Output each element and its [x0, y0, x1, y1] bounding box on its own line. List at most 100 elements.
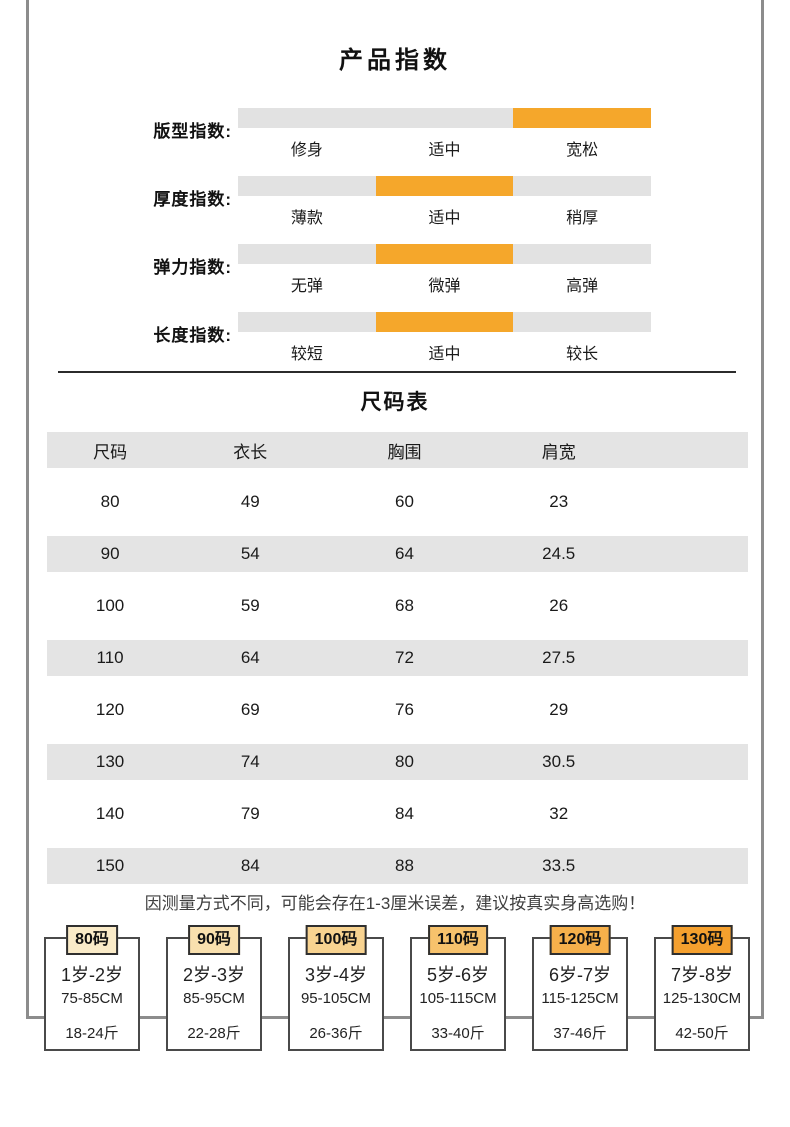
index-options: 修身 适中 宽松 [238, 136, 651, 160]
table-cell: 26 [549, 596, 569, 615]
page-title: 产品指数 [339, 47, 451, 74]
height-range: 125-130CM [662, 990, 742, 1007]
size-tag: 90码 [188, 925, 240, 955]
table-cell: 120 [95, 700, 125, 719]
table-cell: 32 [549, 804, 569, 823]
index-option: 修身 [290, 142, 323, 159]
column-header: 胸围 [387, 442, 422, 462]
index-option: 高弹 [566, 278, 599, 295]
index-options: 薄款 适中 稍厚 [238, 204, 651, 228]
table-cell: 33.5 [542, 856, 576, 875]
age-range: 2岁-3岁 [182, 965, 245, 985]
index-option: 适中 [428, 142, 461, 159]
table-cell: 59 [240, 596, 260, 615]
size-recommendation-cards: 80码 1岁-2岁 75-85CM 18-24斤 90码 2岁-3岁 85-95… [44, 925, 750, 1051]
table-cell: 69 [240, 700, 260, 719]
index-option: 微弹 [428, 278, 461, 295]
table-cell: 110 [96, 648, 124, 667]
age-range: 6岁-7岁 [548, 965, 611, 985]
bar-segment [238, 176, 376, 196]
table-cell: 72 [395, 648, 414, 667]
size-tag: 100码 [305, 925, 367, 955]
table-cell: 88 [395, 856, 414, 875]
table-cell: 60 [395, 492, 414, 511]
age-range: 3岁-4岁 [304, 965, 367, 985]
size-tag: 110码 [428, 925, 488, 955]
index-options: 无弹 微弹 高弹 [238, 272, 651, 296]
size-card-80: 80码 1岁-2岁 75-85CM 18-24斤 [44, 925, 140, 1051]
table-cell: 54 [240, 544, 260, 563]
bar-segment [513, 176, 651, 196]
index-label: 长度指数: [153, 326, 232, 345]
section-divider [58, 371, 736, 373]
table-row: 110 64 72 27.5 [47, 632, 748, 684]
frame-left-line [26, 0, 29, 1019]
index-bar [238, 108, 652, 128]
table-cell: 140 [95, 804, 125, 823]
table-row: 100 59 68 26 [47, 580, 748, 632]
index-option: 宽松 [566, 142, 599, 159]
size-card-130: 130码 7岁-8岁 125-130CM 42-50斤 [654, 925, 750, 1051]
index-row-stretch: 弹力指数: 无弹 微弹 高弹 [0, 244, 790, 312]
index-option: 稍厚 [566, 210, 599, 227]
size-card-110: 110码 5岁-6岁 105-115CM 33-40斤 [410, 925, 506, 1051]
table-row: 80 49 60 23 [47, 476, 748, 528]
frame-bottom-line [26, 1016, 764, 1019]
bar-segment [375, 176, 514, 196]
size-tag: 80码 [66, 925, 118, 955]
height-range: 105-115CM [419, 990, 497, 1007]
index-option: 较短 [290, 346, 323, 363]
table-cell: 74 [240, 752, 260, 771]
bar-segment [376, 108, 514, 128]
index-option: 适中 [428, 210, 461, 227]
age-range: 5岁-6岁 [426, 965, 489, 985]
weight-range: 37-46斤 [553, 1025, 607, 1042]
size-table: 尺码 衣长 胸围 肩宽 80 49 60 23 90 54 64 24.5 10… [47, 424, 748, 892]
table-cell: 130 [95, 752, 125, 771]
table-cell: 30.5 [542, 752, 576, 771]
size-card-90: 90码 2岁-3岁 85-95CM 22-28斤 [166, 925, 262, 1051]
table-cell: 49 [240, 492, 260, 511]
bar-segment [375, 312, 514, 332]
age-range: 7岁-8岁 [670, 965, 733, 985]
table-cell: 27.5 [542, 648, 576, 667]
measurement-note: 因测量方式不同，可能会存在1-3厘米误差，建议按真实身高选购！ [144, 894, 646, 913]
table-row: 90 54 64 24.5 [47, 528, 748, 580]
table-cell: 24.5 [542, 544, 576, 563]
index-option: 无弹 [290, 278, 323, 295]
weight-range: 22-28斤 [187, 1025, 241, 1042]
index-bar [238, 244, 651, 264]
index-row-fit: 版型指数: 修身 适中 宽松 [0, 108, 790, 176]
table-cell: 68 [395, 596, 414, 615]
table-cell: 84 [240, 856, 260, 875]
size-table-title: 尺码表 [360, 391, 430, 414]
index-label: 弹力指数: [153, 258, 232, 277]
bar-segment [375, 244, 514, 264]
table-row: 140 79 84 32 [47, 788, 748, 840]
index-label: 厚度指数: [153, 190, 232, 209]
index-label: 版型指数: [153, 122, 232, 141]
index-option: 适中 [428, 346, 461, 363]
table-row: 130 74 80 30.5 [47, 736, 748, 788]
column-header: 尺码 [93, 442, 128, 462]
table-cell: 23 [549, 492, 569, 511]
product-index-section: 版型指数: 修身 适中 宽松 厚度指数: 薄款 适中 稍厚 [0, 108, 790, 380]
table-cell: 64 [240, 648, 260, 667]
weight-range: 18-24斤 [65, 1025, 119, 1042]
height-range: 115-125CM [541, 990, 619, 1007]
table-row: 150 84 88 33.5 [47, 840, 748, 892]
frame-right-line [761, 0, 764, 1019]
table-cell: 29 [549, 700, 569, 719]
table-cell: 150 [95, 856, 125, 875]
bar-segment [513, 108, 652, 128]
table-cell: 80 [395, 752, 414, 771]
weight-range: 42-50斤 [675, 1025, 729, 1042]
height-range: 85-95CM [183, 990, 245, 1007]
table-cell: 90 [100, 544, 120, 563]
index-bar [238, 176, 651, 196]
bar-segment [513, 312, 651, 332]
size-tag: 120码 [549, 925, 611, 955]
table-cell: 100 [95, 596, 125, 615]
size-card-120: 120码 6岁-7岁 115-125CM 37-46斤 [532, 925, 628, 1051]
size-tag: 130码 [671, 925, 733, 955]
